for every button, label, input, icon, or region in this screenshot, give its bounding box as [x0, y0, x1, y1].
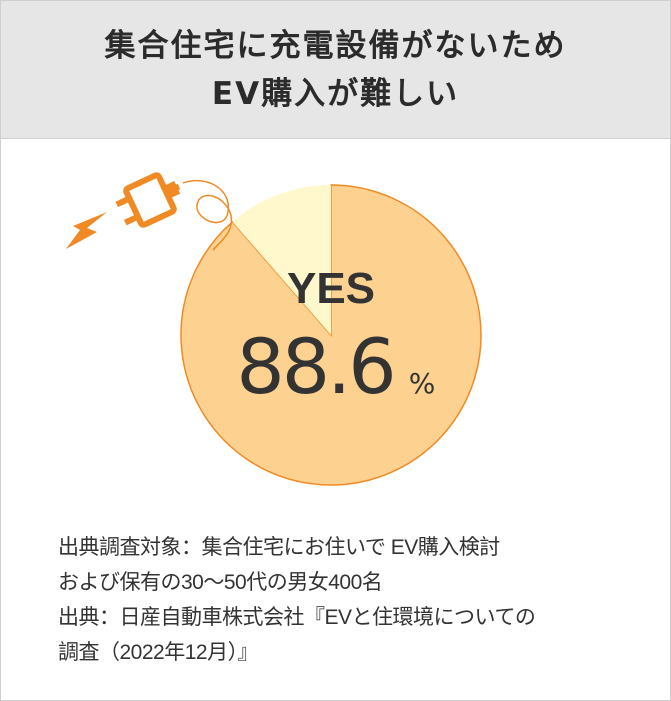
pie-value: 88.6 — [236, 322, 393, 411]
pie-slice-yes — [180, 184, 482, 486]
pie-unit: % — [409, 367, 436, 400]
header-title-line1: 集合住宅に充電設備がないため — [104, 27, 567, 64]
lightning-icon — [66, 212, 107, 249]
pie-slice-other — [232, 185, 331, 335]
plug-icon — [115, 172, 181, 228]
note-line: 出典調査対象：集合住宅にお住いで EV購入検討 — [58, 536, 500, 559]
header-title-line2: EV購入が難しい — [211, 75, 460, 112]
pie-label-yes: YES — [287, 264, 375, 313]
note-line: 調査（2022年12月）』 — [58, 641, 259, 664]
header-banner: 集合住宅に充電設備がないため EV購入が難しい — [1, 1, 670, 139]
note-line: および保有の30〜50代の男女400名 — [58, 571, 383, 594]
plug-cord — [182, 179, 233, 251]
source-notes: 出典調査対象：集合住宅にお住いで EV購入検討 および保有の30〜50代の男女4… — [58, 530, 536, 670]
note-line: 出典：日産自動車株式会社『EVと住環境についての — [58, 606, 536, 629]
pie-chart: YES 88.6 % — [66, 172, 482, 486]
